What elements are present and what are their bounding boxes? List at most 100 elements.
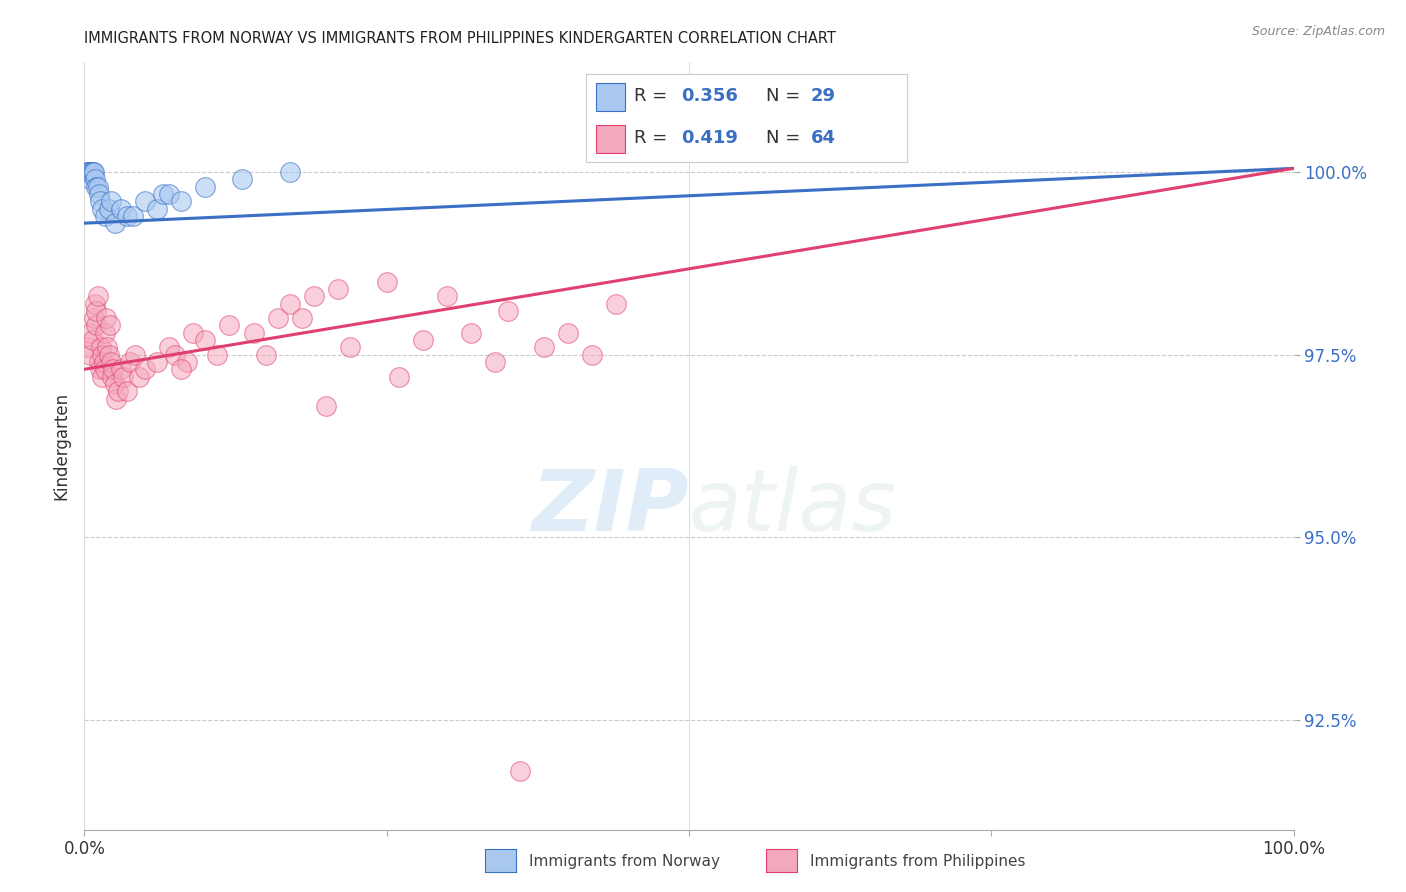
Point: [121, 209, 143, 223]
Point: [86, 289, 108, 303]
Point: [97, 348, 120, 362]
Point: [76, 165, 98, 179]
Point: [79, 172, 101, 186]
Point: [267, 311, 290, 326]
Point: [134, 362, 156, 376]
Point: [104, 392, 127, 406]
Point: [86, 303, 108, 318]
Point: [84, 172, 107, 186]
Point: [87, 355, 110, 369]
Point: [77, 340, 100, 354]
Point: [90, 340, 112, 354]
Point: [605, 296, 627, 310]
Point: [97, 202, 120, 216]
Point: [77, 165, 100, 179]
Point: [89, 362, 111, 376]
Point: [79, 326, 101, 340]
Point: [96, 340, 118, 354]
Point: [484, 355, 506, 369]
Point: [278, 296, 301, 310]
Text: Immigrants from Philippines: Immigrants from Philippines: [810, 855, 1025, 869]
Point: [83, 165, 105, 179]
Point: [242, 326, 264, 340]
Point: [120, 355, 142, 369]
Y-axis label: Kindergarten: Kindergarten: [52, 392, 70, 500]
Point: [134, 194, 156, 209]
Point: [86, 179, 108, 194]
Point: [86, 318, 108, 333]
Point: [100, 355, 122, 369]
Point: [94, 326, 117, 340]
Point: [82, 165, 104, 179]
Point: [100, 194, 122, 209]
Point: [107, 384, 129, 399]
Point: [436, 289, 458, 303]
Text: Source: ZipAtlas.com: Source: ZipAtlas.com: [1251, 25, 1385, 38]
Point: [115, 384, 138, 399]
Point: [87, 186, 110, 201]
Point: [146, 355, 169, 369]
Point: [254, 348, 277, 362]
Point: [91, 202, 114, 216]
Point: [165, 348, 187, 362]
Point: [302, 289, 325, 303]
Point: [94, 209, 117, 223]
Point: [328, 282, 350, 296]
Point: [170, 362, 193, 376]
Point: [91, 369, 114, 384]
Point: [157, 340, 180, 354]
Point: [557, 326, 579, 340]
Point: [104, 376, 127, 391]
Point: [101, 369, 124, 384]
Point: [98, 318, 121, 333]
Point: [86, 179, 108, 194]
Point: [218, 318, 240, 333]
Point: [124, 348, 146, 362]
Point: [496, 303, 519, 318]
Point: [181, 326, 204, 340]
Point: [194, 333, 217, 347]
Point: [170, 194, 193, 209]
Point: [194, 179, 217, 194]
Point: [339, 340, 361, 354]
Point: [533, 340, 555, 354]
Point: [110, 202, 132, 216]
Point: [509, 764, 531, 778]
Point: [93, 355, 115, 369]
Point: [157, 186, 180, 201]
Point: [79, 165, 101, 179]
Text: ZIP: ZIP: [531, 466, 689, 549]
Point: [104, 216, 127, 230]
Point: [128, 369, 150, 384]
Point: [412, 333, 434, 347]
Text: IMMIGRANTS FROM NORWAY VS IMMIGRANTS FROM PHILIPPINES KINDERGARTEN CORRELATION C: IMMIGRANTS FROM NORWAY VS IMMIGRANTS FRO…: [84, 31, 837, 46]
Point: [80, 165, 103, 179]
Point: [84, 296, 107, 310]
Point: [79, 348, 101, 362]
Point: [91, 348, 114, 362]
Point: [315, 399, 337, 413]
Point: [115, 209, 138, 223]
Point: [94, 362, 117, 376]
Point: [77, 165, 100, 179]
Point: [94, 311, 117, 326]
Point: [110, 362, 132, 376]
Point: [207, 348, 229, 362]
Point: [278, 165, 301, 179]
Point: [231, 172, 253, 186]
Point: [388, 369, 411, 384]
Point: [112, 369, 135, 384]
Point: [103, 362, 125, 376]
Point: [460, 326, 482, 340]
Point: [581, 348, 603, 362]
Point: [375, 275, 398, 289]
Point: [82, 333, 104, 347]
Point: [176, 355, 198, 369]
Point: [152, 186, 174, 201]
Point: [83, 311, 105, 326]
Point: [291, 311, 314, 326]
Point: [89, 194, 111, 209]
Text: atlas: atlas: [689, 466, 897, 549]
Text: Immigrants from Norway: Immigrants from Norway: [529, 855, 720, 869]
Point: [146, 202, 169, 216]
